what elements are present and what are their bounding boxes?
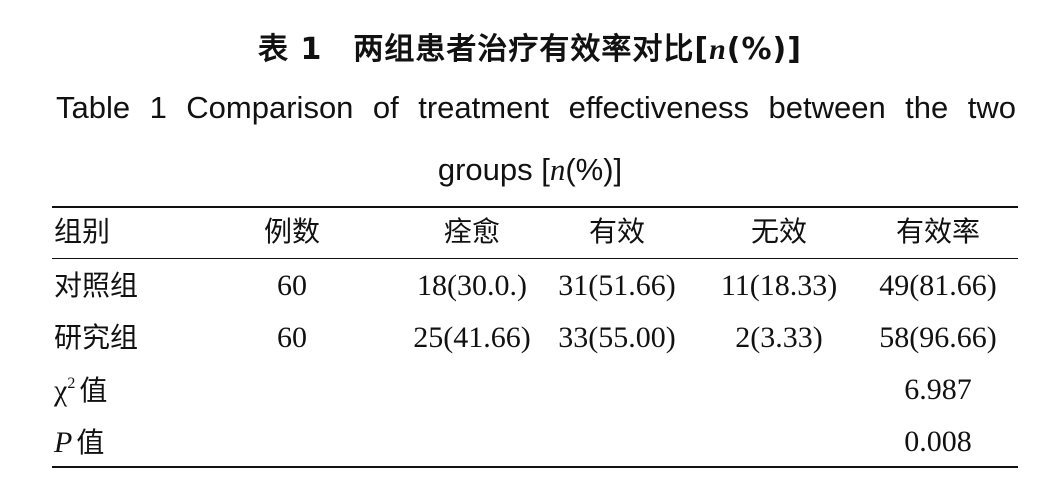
cell-ineffective: 11(18.33) bbox=[720, 269, 838, 302]
p-value: 0.008 bbox=[904, 425, 972, 458]
cell-case-count: 60 bbox=[277, 321, 307, 354]
cell-ineffective: 2(3.33) bbox=[735, 321, 823, 354]
title-en-italic-n: n bbox=[549, 152, 566, 187]
chi-superscript: 2 bbox=[67, 375, 76, 392]
chi-square-value: 6.987 bbox=[904, 373, 972, 406]
title-cn-text: 表 1 两组患者治疗有效率对比[ bbox=[258, 32, 710, 67]
chi-square-label: χ2 值 bbox=[54, 364, 107, 416]
chi-label-suffix: 值 bbox=[79, 374, 108, 407]
table-title-english-line1: Table 1 Comparison of treatment effectiv… bbox=[56, 86, 1016, 130]
title-word: of bbox=[372, 90, 399, 125]
cell-cured: 25(41.66) bbox=[413, 321, 531, 354]
cell-effective-rate: 49(81.66) bbox=[879, 269, 997, 302]
header-case-count: 例数 bbox=[263, 215, 320, 248]
p-symbol: P bbox=[54, 426, 73, 459]
table-top-rule bbox=[52, 206, 1018, 208]
p-label-suffix: 值 bbox=[76, 426, 105, 459]
title-cn-suffix: (%)] bbox=[726, 32, 802, 67]
header-ineffective: 无效 bbox=[750, 215, 807, 248]
chi-symbol: χ bbox=[54, 374, 68, 407]
header-group: 组别 bbox=[54, 215, 111, 248]
cell-group-name: 研究组 bbox=[54, 321, 139, 354]
title-word: Table bbox=[56, 90, 131, 125]
header-effective-rate: 有效率 bbox=[895, 215, 980, 248]
title-word: the bbox=[905, 90, 949, 125]
title-word: treatment bbox=[418, 90, 550, 125]
table-row-chi-square: χ2 值 6.987 bbox=[52, 364, 1018, 416]
table-title-english-line2: groups [n(%)] bbox=[0, 148, 1060, 192]
cell-group-name: 对照组 bbox=[54, 269, 139, 302]
cell-case-count: 60 bbox=[277, 269, 307, 302]
cell-effective-rate: 58(96.66) bbox=[879, 321, 997, 354]
title-word: Comparison bbox=[186, 90, 354, 125]
cell-cured: 18(30.0.) bbox=[417, 269, 527, 302]
table-title-chinese: 表 1 两组患者治疗有效率对比[n(%)] bbox=[0, 28, 1060, 72]
header-cured: 痊愈 bbox=[443, 215, 500, 248]
title-word: two bbox=[967, 90, 1016, 125]
header-effective: 有效 bbox=[588, 215, 645, 248]
table-row-study: 研究组 60 25(41.66) 33(55.00) 2(3.33) 58(96… bbox=[52, 312, 1018, 364]
title-en-prefix: groups [ bbox=[437, 152, 550, 187]
title-word: 1 bbox=[149, 90, 167, 125]
title-en-suffix: (%)] bbox=[565, 152, 623, 187]
table-row-control: 对照组 60 18(30.0.) 31(51.66) 11(18.33) 49(… bbox=[52, 260, 1018, 312]
title-word: effectiveness bbox=[568, 90, 750, 125]
table-header-rule bbox=[52, 258, 1018, 259]
cell-effective: 33(55.00) bbox=[558, 321, 676, 354]
title-cn-italic-n: n bbox=[709, 33, 727, 66]
title-word: between bbox=[768, 90, 886, 125]
table-bottom-rule bbox=[52, 466, 1018, 468]
cell-effective: 31(51.66) bbox=[558, 269, 676, 302]
table-header-row: 组别 例数 痊愈 有效 无效 有效率 bbox=[52, 206, 1018, 258]
